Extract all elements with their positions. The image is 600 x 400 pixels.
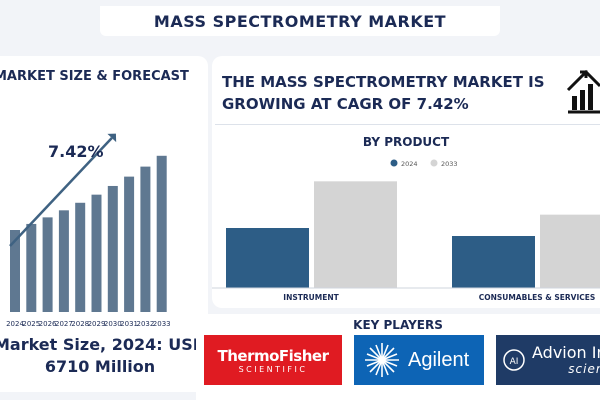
forecast-tick-label: 2028 [71, 320, 89, 328]
thermofisher-logo: ThermoFisher SCIENTIFIC [204, 335, 342, 385]
forecast-cagr-label: 7.42% [48, 142, 104, 161]
forecast-bar [156, 155, 167, 312]
market-size-line1: Market Size, 2024: USD [0, 335, 206, 354]
page-title: MASS SPECTROMETRY MARKET [100, 6, 500, 36]
key-players-heading: KEY PLAYERS [353, 318, 443, 332]
advion-emblem-icon: AI [503, 349, 525, 371]
growth-house-icon [566, 69, 600, 114]
advion-logo: AI Advion Interchim scientific [496, 335, 600, 385]
advion-tagline: scientific [568, 362, 600, 376]
forecast-tick-label: 2025 [22, 320, 40, 328]
agilent-logo: Agilent [354, 335, 484, 385]
svg-text:AI: AI [510, 357, 519, 367]
thermofisher-name: ThermoFisher [217, 346, 329, 365]
forecast-heading: MARKET SIZE & FORECAST [0, 69, 189, 84]
forecast-bar [75, 202, 86, 312]
product-bar-2033 [540, 214, 600, 288]
headline-line2: GROWING AT CAGR OF 7.42% [222, 95, 469, 113]
forecast-growth-arrow [9, 137, 113, 247]
advion-name: Advion Interchim [532, 343, 600, 362]
forecast-tick-label: 2027 [55, 320, 73, 328]
by-product-chart: 2024 2033 INSTRUMENT CONSUMABLES & SERVICES [212, 159, 600, 302]
forecast-tick-label: 2030 [104, 320, 122, 328]
forecast-tick-label: 2031 [120, 320, 138, 328]
thermofisher-tagline: SCIENTIFIC [238, 364, 308, 374]
forecast-bar [140, 166, 151, 312]
forecast-bar [91, 194, 102, 312]
by-product-heading: BY PRODUCT [362, 135, 450, 149]
forecast-tick-label: 2029 [88, 320, 106, 328]
forecast-bar [124, 176, 135, 312]
agilent-name: Agilent [408, 348, 470, 371]
legend-label-2033: 2033 [441, 160, 458, 168]
legend-marker-2033 [430, 159, 438, 167]
forecast-bar [42, 217, 53, 312]
headline: THE MASS SPECTROMETRY MARKET IS GROWING … [222, 71, 545, 115]
product-bar-2024 [452, 236, 535, 288]
forecast-chart: 2024202520262027202820292030203120322033… [6, 133, 171, 328]
forecast-bar [58, 210, 69, 312]
headline-line1: THE MASS SPECTROMETRY MARKET IS [222, 73, 545, 91]
forecast-tick-label: 2033 [153, 320, 171, 328]
forecast-bar [10, 230, 20, 312]
divider [215, 124, 600, 125]
product-bar-2024 [226, 228, 309, 288]
forecast-tick-label: 2026 [39, 320, 57, 328]
product-category-label: INSTRUMENT [283, 293, 339, 302]
market-size-value: Market Size, 2024: USD 6710 Million [0, 334, 208, 378]
forecast-arrow-head [107, 133, 117, 143]
agilent-spark-icon [365, 343, 399, 377]
market-size-line2: 6710 Million [44, 357, 156, 376]
legend-marker-2024 [390, 159, 398, 167]
legend-label-2024: 2024 [401, 160, 418, 168]
forecast-tick-label: 2032 [136, 320, 154, 328]
forecast-tick-label: 2024 [6, 320, 24, 328]
forecast-bar [107, 185, 118, 312]
product-bar-2033 [314, 181, 397, 288]
product-category-label: CONSUMABLES & SERVICES [479, 293, 596, 302]
forecast-bar [26, 223, 37, 312]
